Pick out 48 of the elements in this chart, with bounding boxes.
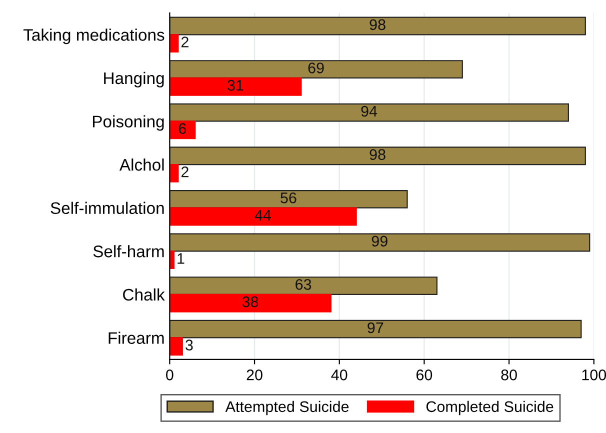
data-label: 99 <box>372 236 388 247</box>
data-label: 97 <box>368 322 384 334</box>
bar <box>170 146 586 166</box>
data-label: 69 <box>308 62 324 74</box>
bar <box>170 103 569 122</box>
legend-label: Attempted Suicide <box>225 400 349 416</box>
bar <box>170 233 590 252</box>
data-label: 2 <box>181 36 188 48</box>
x-tick-label: 100 <box>582 370 606 380</box>
y-tick-label: Self-immulation <box>50 202 164 214</box>
x-tick-label: 20 <box>246 370 262 380</box>
data-label: 6 <box>178 123 186 134</box>
data-label: 56 <box>280 192 296 204</box>
y-tick-label: Taking medications <box>23 28 164 44</box>
data-label: 98 <box>370 19 386 30</box>
y-tick-label: Self-harm <box>93 245 164 258</box>
data-label: 94 <box>361 106 378 117</box>
bar <box>170 60 463 78</box>
bar <box>170 34 179 53</box>
y-tick-label: Chalk <box>123 288 165 301</box>
bar <box>170 294 332 312</box>
data-label: 44 <box>254 210 272 220</box>
x-tick-label: 40 <box>331 370 348 380</box>
bar <box>170 164 179 182</box>
bar <box>170 16 586 36</box>
y-tick-label: Alchol <box>119 158 164 171</box>
data-label: 31 <box>228 80 244 91</box>
bar <box>170 77 302 96</box>
y-tick-label: Poisoning <box>92 115 164 131</box>
y-tick-label: Firearm <box>108 332 164 344</box>
data-label: 2 <box>181 166 188 178</box>
bar <box>170 190 408 208</box>
bar <box>170 120 196 140</box>
x-tick-label: 0 <box>166 370 174 380</box>
bar <box>170 207 357 226</box>
x-tick-label: 80 <box>501 370 517 380</box>
x-tick-label: 60 <box>416 370 432 380</box>
data-label: 38 <box>242 296 258 308</box>
legend-label: Completed Suicide <box>426 400 554 416</box>
data-label: 1 <box>178 253 184 264</box>
y-tick-label: Hanging <box>104 72 164 88</box>
data-label: 98 <box>370 149 386 160</box>
data-label: 3 <box>186 340 193 350</box>
data-label: 63 <box>296 279 312 290</box>
bar <box>170 276 438 295</box>
bar <box>170 337 183 356</box>
bar <box>170 320 582 338</box>
bar <box>170 250 174 270</box>
